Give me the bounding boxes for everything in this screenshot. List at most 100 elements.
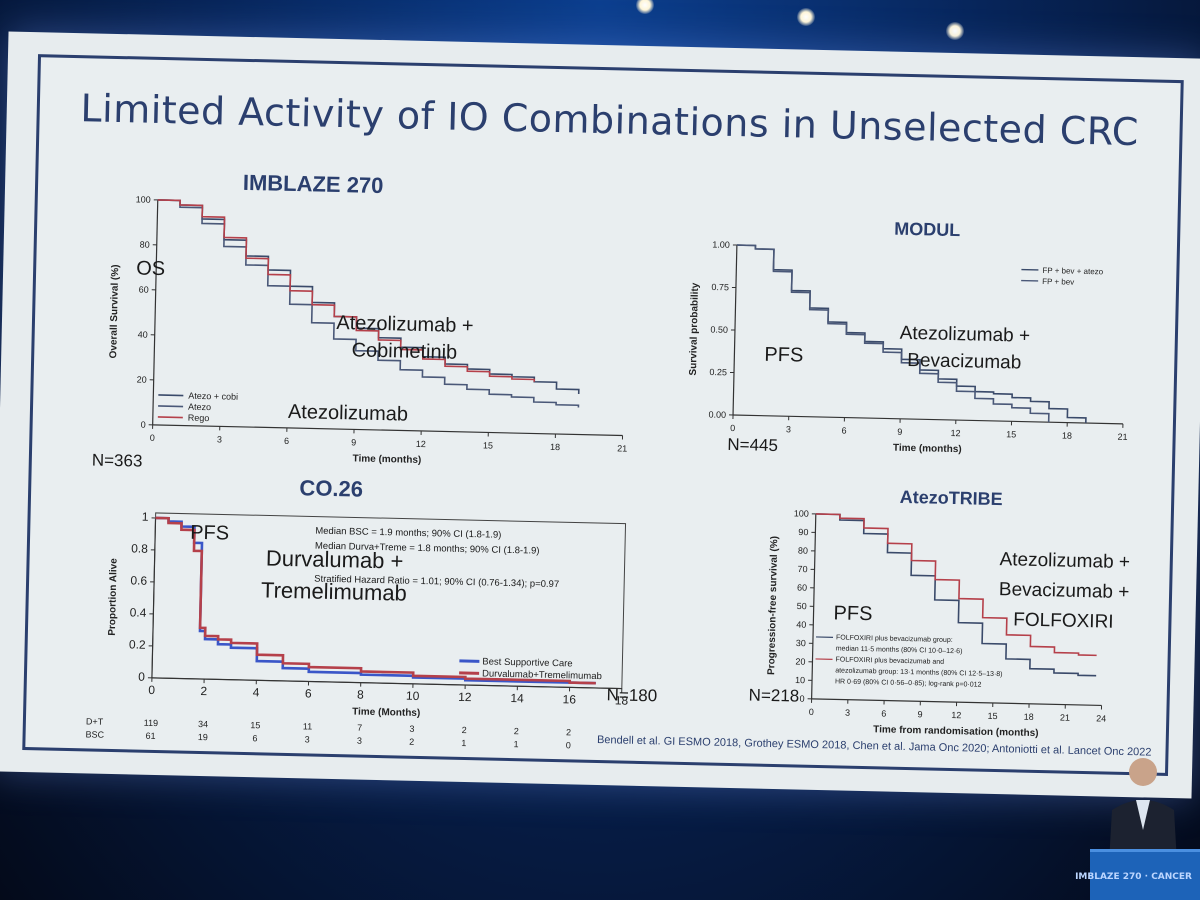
co26-risk-cell: 3 [409,724,414,734]
atezotribe-y-tick-label: 60 [797,583,807,593]
co26-panel: CO.26 0 2 4 6 8 10 12 14 16 18 0 0.2 0.4 0.6 0.8 1 Time (… [65,466,662,779]
imblaze-x-tick-label: 9 [351,437,356,447]
imblaze-series-line-2 [157,199,536,382]
atezotribe-title: AtezoTRIBE [899,487,1002,509]
co26-risk-cell: 1 [461,738,466,748]
co26-y-tick-label: 0.8 [131,541,148,555]
atezotribe-y-tick-label: 0 [799,694,804,704]
imblaze-legend-swatch [158,394,184,397]
atezotribe-endpoint-label: PFS [833,602,872,625]
co26-risk-cell: 2 [566,727,571,737]
modul-annotation-line2: Bevacizumab [907,350,1022,374]
atezotribe-x-tick-label: 15 [987,711,997,721]
lectern [1090,849,1200,900]
co26-y-tick-label: 0.2 [129,637,146,651]
atezotribe-chart-svg: AtezoTRIBE 0 3 6 9 12 15 18 21 24 0 10 20 30 40 50 60 70 8… [748,487,1130,739]
co26-x-tick-label: 0 [148,683,155,697]
imblaze-endpoint-label: OS [136,257,165,280]
co26-annotation-line1: Durvalumab + [266,545,404,573]
modul-n-label: N=445 [727,435,778,455]
modul-x-tick-label: 3 [786,424,791,434]
atezotribe-y-tick-label: 50 [797,601,807,611]
projection-screen: Limited Activity of IO Combinations in U… [0,31,1200,799]
co26-x-tick-label: 6 [305,686,312,700]
co26-risk-cell: 15 [250,720,260,730]
co26-risk-cell: 19 [198,732,208,742]
atezotribe-x-tick-label: 6 [881,708,886,718]
co26-risk-cell: 3 [305,734,310,744]
atezotribe-x-tick-label: 9 [917,709,922,719]
atezotribe-x-tick-label: 21 [1060,713,1070,723]
imblaze-annotation-line1: Atezolizumab + [336,312,474,337]
modul-title: MODUL [894,219,960,240]
imblaze-x-tick-label: 21 [617,443,627,453]
slide: Limited Activity of IO Combinations in U… [22,54,1184,779]
atezotribe-y-tick-label: 40 [796,620,806,630]
atezotribe-annotation-line: Bevacizumab + [999,579,1130,603]
atezotribe-panel: AtezoTRIBE 0 3 6 9 12 15 18 21 24 0 10 20 30 40 50 60 70 8… [745,477,1161,756]
modul-y-tick-label: 0.25 [709,367,727,377]
atezotribe-annotation-line: FOLFOXIRI [1013,609,1114,632]
co26-risk-cell: 11 [303,721,313,731]
atezotribe-legend-item: HR 0·69 (80% CI 0·56–0·85); log-rank p=0… [835,678,982,688]
imblaze-x-tick-label: 15 [483,440,493,450]
imblaze-x-tick-label: 12 [416,439,426,449]
ceiling-light [636,0,654,14]
imblaze-n-label: N=363 [92,450,143,470]
imblaze-panel: IMBLAZE 270 0 3 6 9 12 15 18 21 0 20 40 60 80 100 Time … [71,158,658,491]
imblaze-y-tick-label: 100 [136,194,151,204]
co26-x-axis [151,677,622,690]
atezotribe-x-tick-label: 18 [1024,712,1034,722]
imblaze-legend-item: Atezo [188,402,211,413]
co26-risk-cell: 0 [566,740,571,750]
modul-y-axis-label: Survival probability [688,282,701,375]
imblaze-x-tick-label: 6 [284,436,289,446]
atezotribe-x-tick-label: 12 [951,710,961,720]
co26-x-tick-label: 8 [357,688,364,702]
modul-annotation-line1: Atezolizumab + [899,323,1030,347]
co26-x-tick-label: 2 [200,684,207,698]
atezotribe-legend-item: atezolizumab group: 13·1 months (80% CI … [835,667,1002,678]
co26-y-axis [151,517,157,678]
co26-risk-cell: 2 [462,725,467,735]
modul-x-tick-label: 9 [897,427,902,437]
lectern-text: IMBLAZE 270 · CANCER [1075,872,1192,882]
co26-y-tick-label: 0 [138,670,145,684]
co26-risk-cell: 6 [252,733,257,743]
imblaze-y-tick-label: 20 [137,374,147,384]
atezotribe-x-axis-label: Time from randomisation (months) [873,724,1039,739]
co26-risk-cell: 2 [514,726,519,736]
co26-y-tick-label: 1 [142,510,149,524]
co26-legend-item: Best Supportive Care [482,656,573,669]
modul-y-tick-label: 0.00 [708,409,726,419]
atezotribe-n-label: N=218 [748,685,799,705]
atezotribe-y-tick-label: 100 [794,508,809,518]
co26-title: CO.26 [299,475,363,501]
imblaze-title: IMBLAZE 270 [243,170,384,198]
modul-x-axis-label: Time (months) [893,443,962,456]
co26-risk-label: BSC [86,729,105,739]
modul-y-tick-label: 0.50 [710,324,728,334]
modul-y-tick-label: 1.00 [712,240,730,250]
co26-x-tick-label: 16 [562,692,576,706]
modul-legend-item: FP + bev [1042,277,1074,287]
imblaze-y-axis-label: Overall Survival (%) [108,264,121,358]
atezotribe-x-tick-label: 24 [1096,713,1106,723]
slide-title: Limited Activity of IO Combinations in U… [80,86,1140,155]
atezotribe-y-tick-label: 90 [798,527,808,537]
co26-stat-line: Median Durva+Treme = 1.8 months; 90% CI … [315,541,540,557]
atezotribe-y-tick-label: 70 [797,564,807,574]
atezotribe-annotation-line: Atezolizumab + [999,549,1130,573]
co26-series-line-1 [155,516,596,685]
modul-endpoint-label: PFS [764,344,803,367]
imblaze-x-axis [152,424,623,437]
atezotribe-x-tick-label: 3 [845,708,850,718]
co26-risk-cell: 1 [513,739,518,749]
co26-y-tick-label: 0.6 [130,573,147,587]
imblaze-series-line-1 [157,199,580,408]
atezotribe-y-tick-label: 20 [795,656,805,666]
co26-series-line-0 [155,516,596,685]
co26-risk-cell: 2 [409,737,414,747]
imblaze-y-tick-label: 60 [139,285,149,295]
imblaze-y-tick-label: 0 [141,420,146,430]
